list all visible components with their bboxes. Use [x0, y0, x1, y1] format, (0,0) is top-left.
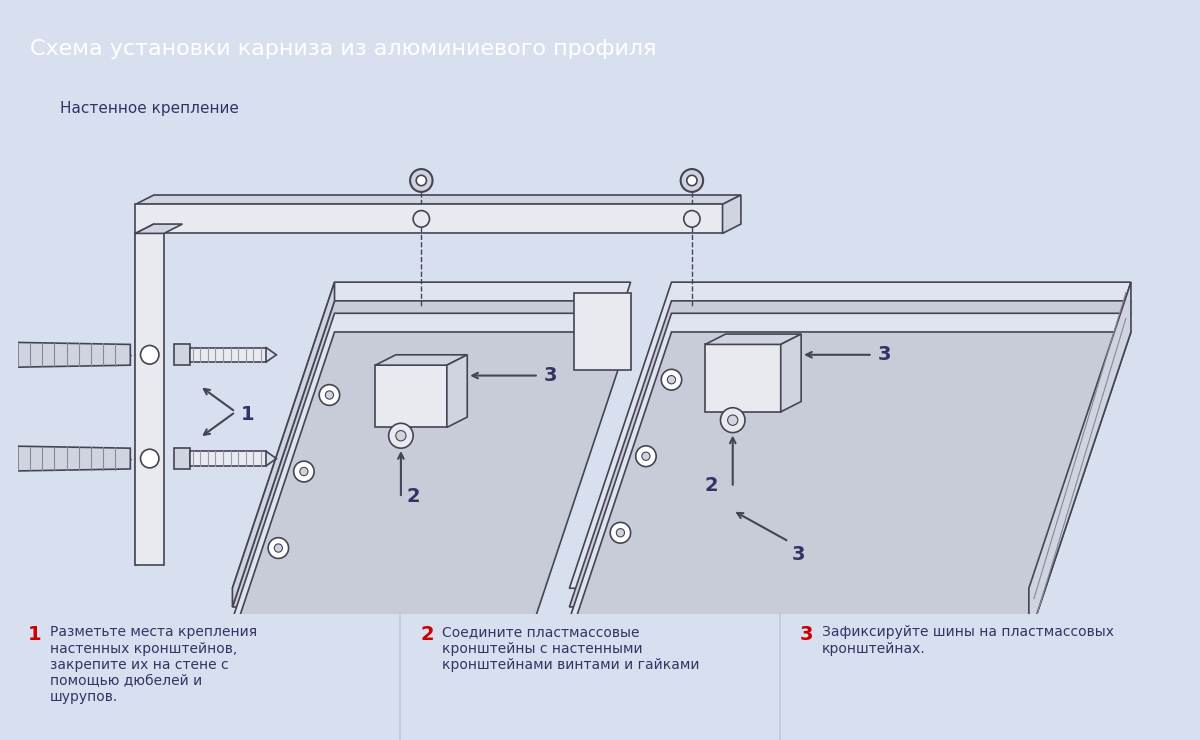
Text: Зафиксируйте шины на пластмассовых
кронштейнах.: Зафиксируйте шины на пластмассовых кронш…	[822, 625, 1114, 656]
Text: 2: 2	[704, 476, 718, 495]
Polygon shape	[233, 282, 631, 588]
Polygon shape	[706, 344, 781, 412]
Circle shape	[680, 169, 703, 192]
Circle shape	[727, 415, 738, 425]
Polygon shape	[446, 354, 467, 428]
Polygon shape	[136, 224, 154, 565]
Polygon shape	[2, 343, 13, 367]
Circle shape	[636, 445, 656, 467]
Polygon shape	[1028, 282, 1130, 638]
Text: Соедините пластмассовые
кронштейны с настенными
кронштейнами винтами и гайками: Соедините пластмассовые кронштейны с нас…	[442, 625, 700, 672]
Circle shape	[389, 423, 413, 448]
Polygon shape	[136, 204, 722, 233]
Circle shape	[416, 175, 426, 186]
Circle shape	[667, 375, 676, 384]
Circle shape	[611, 522, 631, 543]
Circle shape	[642, 452, 650, 460]
Text: 3: 3	[877, 346, 892, 364]
Polygon shape	[722, 195, 740, 233]
Polygon shape	[13, 343, 131, 367]
Circle shape	[300, 468, 308, 476]
Text: 1: 1	[28, 625, 42, 645]
Circle shape	[294, 461, 314, 482]
Text: 2: 2	[406, 487, 420, 506]
Polygon shape	[136, 233, 164, 565]
Text: 2: 2	[420, 625, 433, 645]
Polygon shape	[174, 448, 190, 469]
Circle shape	[325, 391, 334, 399]
Circle shape	[720, 408, 745, 433]
Text: Разметьте места крепления
настенных кронштейнов,
закрепите их на стене с
помощью: Разметьте места крепления настенных крон…	[50, 625, 257, 704]
Circle shape	[410, 169, 432, 192]
Circle shape	[268, 538, 288, 559]
Polygon shape	[233, 313, 631, 619]
Text: Настенное крепление: Настенное крепление	[60, 101, 239, 115]
Polygon shape	[376, 354, 467, 365]
Polygon shape	[233, 301, 631, 607]
Circle shape	[686, 175, 697, 186]
Polygon shape	[136, 224, 182, 233]
Text: 3: 3	[792, 545, 805, 564]
Circle shape	[140, 449, 158, 468]
Circle shape	[684, 211, 700, 227]
Circle shape	[319, 385, 340, 406]
Circle shape	[396, 431, 406, 441]
Polygon shape	[569, 332, 1130, 638]
Polygon shape	[174, 344, 190, 365]
Polygon shape	[13, 446, 131, 471]
Circle shape	[140, 346, 158, 364]
Circle shape	[275, 544, 282, 552]
Polygon shape	[569, 301, 1130, 607]
Text: 3: 3	[800, 625, 814, 645]
Polygon shape	[569, 313, 1130, 619]
Polygon shape	[233, 332, 631, 638]
Polygon shape	[575, 292, 631, 370]
Polygon shape	[136, 195, 740, 204]
Circle shape	[661, 369, 682, 390]
Polygon shape	[376, 365, 446, 428]
Polygon shape	[569, 282, 1130, 588]
Circle shape	[413, 211, 430, 227]
Text: Схема установки карниза из алюминиевого профиля: Схема установки карниза из алюминиевого …	[30, 39, 656, 59]
Polygon shape	[781, 334, 802, 412]
Circle shape	[617, 528, 624, 537]
Text: 1: 1	[240, 406, 254, 425]
Polygon shape	[706, 334, 802, 344]
Text: 3: 3	[544, 366, 557, 385]
Polygon shape	[190, 451, 266, 465]
Polygon shape	[233, 282, 335, 607]
Polygon shape	[2, 446, 13, 471]
Polygon shape	[190, 348, 266, 362]
